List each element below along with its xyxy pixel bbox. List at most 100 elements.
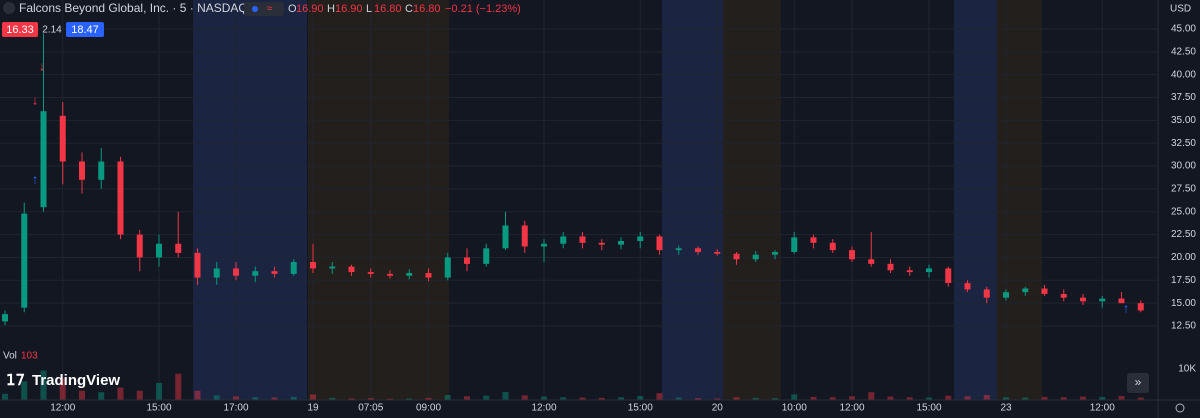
x-tick-label: 10:00: [782, 403, 807, 414]
candle-body: [810, 237, 817, 243]
volume-bar: [945, 395, 952, 400]
premarket-band: [954, 0, 997, 400]
candle-body: [733, 253, 740, 260]
y-tick-label: 40.00: [1171, 69, 1196, 80]
candle-body: [136, 234, 143, 258]
candle-body: [79, 161, 85, 180]
volume-bar: [926, 397, 932, 400]
candle-body: [560, 236, 567, 244]
volume-bar: [98, 392, 105, 400]
volume-bar: [117, 387, 124, 400]
candle-body: [637, 236, 644, 242]
volume-bar: [791, 394, 798, 400]
candle-body: [252, 271, 259, 276]
volume-bar: [1041, 396, 1048, 400]
postmarket-band: [308, 0, 449, 400]
candle-body: [271, 271, 278, 274]
candle-body: [156, 243, 162, 258]
ohlc-key: C: [405, 3, 413, 15]
candle-body: [752, 254, 759, 260]
candle-body: [2, 314, 8, 322]
volume-tick-label: 10K: [1178, 364, 1196, 375]
scroll-button[interactable]: [1127, 373, 1149, 393]
y-tick-label: 45.00: [1171, 24, 1196, 35]
volume-bar: [156, 382, 162, 400]
ohlc-value: 16.90: [296, 3, 324, 15]
sell-arrow: ↓: [32, 92, 39, 107]
volume-pane: [2, 370, 1144, 400]
volume-bar: [983, 395, 990, 400]
volume-last: 103: [21, 351, 38, 362]
y-tick-label: 42.50: [1171, 46, 1196, 57]
x-tick-label: 23: [1000, 403, 1012, 414]
volume-bar: [714, 398, 721, 400]
candle-body: [598, 242, 605, 245]
candle-body: [1080, 297, 1086, 302]
spread: 2.14: [42, 25, 62, 36]
volume-bar: [406, 398, 413, 400]
y-tick-label: 12.50: [1171, 321, 1196, 332]
ohlc-value: 16.80: [413, 3, 441, 15]
symbol-title: Falcons Beyond Global, Inc. · 5 · NASDAQ: [19, 1, 248, 15]
postmarket-band: [723, 0, 781, 400]
volume-bar: [175, 373, 182, 400]
volume-bar: [887, 396, 894, 400]
volume-bar: [483, 395, 490, 400]
currency[interactable]: USD: [1170, 4, 1191, 15]
volume-bar: [329, 397, 336, 400]
candle-body: [213, 268, 220, 278]
candle-body: [387, 273, 393, 276]
volume-bar: [906, 397, 913, 400]
volume-bar: [541, 396, 547, 400]
volume-bar: [772, 398, 778, 400]
candle-body: [849, 250, 855, 260]
candle-body: [829, 242, 836, 251]
candles: [2, 33, 1144, 326]
x-tick-label: 20: [712, 403, 724, 414]
candle-body: [233, 268, 239, 276]
candle-body: [310, 262, 316, 269]
candle-body: [964, 283, 971, 290]
volume-bar: [194, 390, 201, 400]
ohlc-key: O: [288, 3, 297, 15]
volume-bar: [521, 395, 528, 400]
volume-bar: [733, 397, 740, 400]
scroll-icon: »: [1135, 375, 1142, 389]
volume-bar: [290, 396, 297, 400]
volume-bar: [79, 390, 85, 400]
candle-body: [772, 251, 778, 255]
candle-body: [21, 213, 28, 308]
x-tick-label: 15:00: [146, 403, 171, 414]
volume-bar: [618, 397, 624, 400]
brand-logo: 𝟣𝟩: [6, 372, 25, 389]
volume-bar: [1099, 396, 1106, 400]
x-tick-label: 19: [307, 403, 319, 414]
x-tick-label: 12:00: [839, 403, 864, 414]
y-tick-label: 37.50: [1171, 92, 1196, 103]
settings-icon[interactable]: [1175, 403, 1185, 413]
candle-body: [329, 266, 336, 269]
volume-bar: [752, 397, 759, 400]
candle-body: [906, 270, 913, 273]
candle-body: [1137, 303, 1144, 311]
sell-arrow: ↓: [39, 58, 46, 73]
candle-body: [98, 161, 105, 180]
candle-body: [444, 257, 451, 278]
volume-bar: [598, 397, 605, 400]
x-tick-label: 17:00: [223, 403, 248, 414]
volume-bar: [849, 396, 855, 400]
candle-body: [59, 115, 66, 162]
candle-body: [40, 111, 47, 208]
volume-bar: [444, 395, 451, 400]
volume-bar: [1022, 397, 1029, 400]
ohlc-key: L: [366, 3, 372, 15]
candle-body: [945, 268, 952, 284]
sell-price: 16.33: [6, 24, 34, 36]
volume-bar: [59, 378, 66, 400]
y-tick-label: 25.00: [1171, 206, 1196, 217]
symbol-logo: [3, 2, 15, 14]
candle-body: [406, 272, 413, 276]
candle-body: [194, 252, 201, 278]
candle-body: [926, 268, 932, 273]
volume-bar: [387, 398, 393, 400]
